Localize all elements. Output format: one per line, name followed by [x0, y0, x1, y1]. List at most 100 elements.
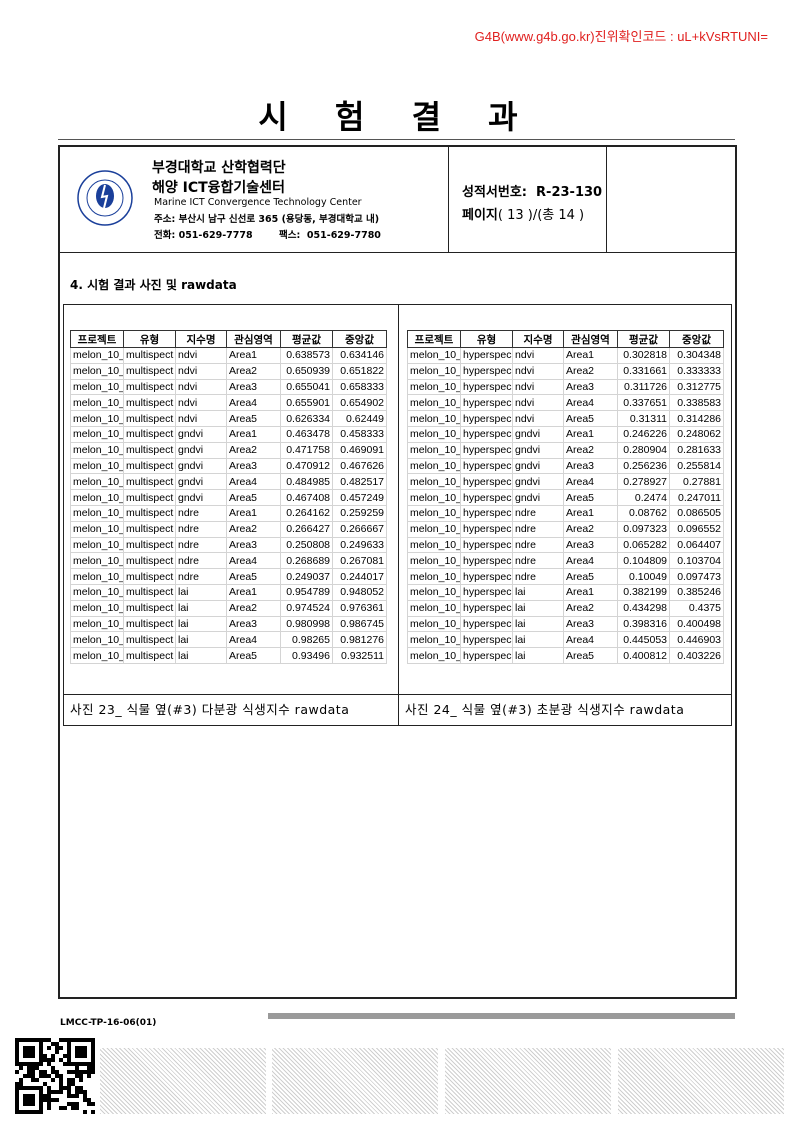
table-cell: 0.634146: [333, 348, 387, 364]
table-cell: multispect: [124, 505, 176, 521]
table-cell: melon_10_: [408, 411, 461, 427]
header-row: 프로젝트유형지수명관심영역평균값중앙값: [408, 331, 724, 348]
table-row: melon_10_multispectndreArea20.2664270.26…: [71, 521, 387, 537]
table-cell: multispect: [124, 584, 176, 600]
column-header: 중앙값: [333, 331, 387, 348]
table-cell: ndre: [176, 521, 227, 537]
table-cell: 0.976361: [333, 600, 387, 616]
table-cell: ndre: [176, 537, 227, 553]
table-cell: Area1: [564, 348, 618, 364]
right-caption: 사진 24_ 식물 옆(#3) 초분광 식생지수 rawdata: [399, 694, 731, 725]
table-cell: ndre: [513, 553, 564, 569]
table-cell: ndre: [176, 553, 227, 569]
table-row: melon_10_multispectndreArea30.2508080.24…: [71, 537, 387, 553]
table-cell: melon_10_: [408, 632, 461, 648]
table-cell: 0.463478: [281, 426, 333, 442]
table-row: melon_10_multispectgndviArea50.4674080.4…: [71, 490, 387, 506]
table-cell: 0.974524: [281, 600, 333, 616]
table-cell: Area3: [227, 379, 281, 395]
column-header: 평균값: [618, 331, 670, 348]
table-cell: hyperspec: [461, 600, 513, 616]
table-cell: melon_10_: [408, 426, 461, 442]
phone-fax: 전화: 051-629-7778 팩스: 051-629-7780: [154, 227, 381, 241]
table-cell: Area5: [564, 411, 618, 427]
table-cell: hyperspec: [461, 569, 513, 585]
table-cell: multispect: [124, 490, 176, 506]
table-cell: hyperspec: [461, 505, 513, 521]
table-cell: multispect: [124, 411, 176, 427]
table-cell: 0.264162: [281, 505, 333, 521]
header-row: 프로젝트유형지수명관심영역평균값중앙값: [71, 331, 387, 348]
table-cell: ndvi: [513, 379, 564, 395]
page-number: 페이지( 13 )/(총 14 ): [462, 204, 584, 223]
table-cell: ndvi: [176, 395, 227, 411]
table-cell: hyperspec: [461, 553, 513, 569]
table-cell: 0.2474: [618, 490, 670, 506]
table-cell: 0.278927: [618, 474, 670, 490]
table-row: melon_10_hyperspecgndviArea20.2809040.28…: [408, 442, 724, 458]
table-cell: hyperspec: [461, 363, 513, 379]
table-cell: Area2: [564, 363, 618, 379]
table-cell: melon_10_: [71, 648, 124, 664]
table-row: melon_10_multispectlaiArea10.9547890.948…: [71, 584, 387, 600]
table-cell: 0.333333: [670, 363, 724, 379]
table-cell: melon_10_: [71, 411, 124, 427]
table-row: melon_10_hyperspecgndviArea40.2789270.27…: [408, 474, 724, 490]
qr-code-icon: [15, 1038, 95, 1114]
table-cell: hyperspec: [461, 632, 513, 648]
table-row: melon_10_hyperspecgndviArea30.2562360.25…: [408, 458, 724, 474]
table-row: melon_10_multispectndviArea50.6263340.62…: [71, 411, 387, 427]
table-cell: multispect: [124, 474, 176, 490]
table-cell: multispect: [124, 395, 176, 411]
table-cell: ndvi: [513, 395, 564, 411]
column-header: 평균값: [281, 331, 333, 348]
table-cell: 0.097323: [618, 521, 670, 537]
table-cell: melon_10_: [71, 442, 124, 458]
table-cell: 0.482517: [333, 474, 387, 490]
table-cell: 0.256236: [618, 458, 670, 474]
table-cell: 0.10049: [618, 569, 670, 585]
table-cell: 0.484985: [281, 474, 333, 490]
table-cell: 0.470912: [281, 458, 333, 474]
header-divider: [448, 147, 449, 252]
table-row: melon_10_hyperspecndviArea30.3117260.312…: [408, 379, 724, 395]
table-row: melon_10_hyperspecndreArea20.0973230.096…: [408, 521, 724, 537]
table-cell: Area3: [227, 616, 281, 632]
column-header: 중앙값: [670, 331, 724, 348]
table-cell: melon_10_: [71, 505, 124, 521]
table-cell: hyperspec: [461, 411, 513, 427]
table-cell: ndvi: [176, 379, 227, 395]
table-row: melon_10_hyperspeclaiArea50.4008120.4032…: [408, 648, 724, 664]
table-cell: ndre: [513, 569, 564, 585]
table-cell: 0.338583: [670, 395, 724, 411]
table-cell: 0.249633: [333, 537, 387, 553]
table-cell: gndvi: [513, 474, 564, 490]
table-cell: 0.986745: [333, 616, 387, 632]
table-cell: 0.312775: [670, 379, 724, 395]
table-cell: hyperspec: [461, 584, 513, 600]
table-cell: melon_10_: [71, 458, 124, 474]
table-cell: 0.331661: [618, 363, 670, 379]
table-cell: Area5: [564, 569, 618, 585]
table-row: melon_10_hyperspecndreArea50.100490.0974…: [408, 569, 724, 585]
table-cell: hyperspec: [461, 521, 513, 537]
page-title: 시 험 결 과: [0, 92, 794, 138]
table-cell: multispect: [124, 553, 176, 569]
table-cell: ndvi: [513, 411, 564, 427]
table-cell: Area2: [564, 442, 618, 458]
table-cell: 0.250808: [281, 537, 333, 553]
table-cell: Area3: [564, 458, 618, 474]
table-cell: 0.434298: [618, 600, 670, 616]
table-cell: Area5: [227, 490, 281, 506]
report-frame: 부경대학교 산학협력단 해양 ICT융합기술센터 Marine ICT Conv…: [58, 145, 737, 999]
table-cell: Area2: [227, 442, 281, 458]
left-caption: 사진 23_ 식물 옆(#3) 다분광 식생지수 rawdata: [64, 694, 398, 725]
table-cell: 0.244017: [333, 569, 387, 585]
table-cell: Area5: [564, 648, 618, 664]
table-row: melon_10_multispectndviArea10.6385730.63…: [71, 348, 387, 364]
table-cell: Area5: [227, 648, 281, 664]
table-cell: Area1: [227, 348, 281, 364]
table-row: melon_10_hyperspecndreArea30.0652820.064…: [408, 537, 724, 553]
table-cell: Area4: [227, 474, 281, 490]
table-cell: 0.064407: [670, 537, 724, 553]
